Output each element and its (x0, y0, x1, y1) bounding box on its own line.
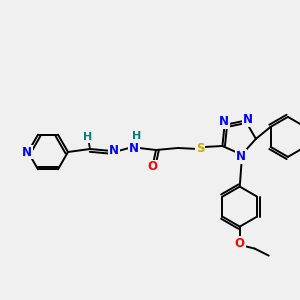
Text: S: S (196, 142, 204, 154)
Text: N: N (236, 150, 246, 163)
Text: H: H (83, 132, 93, 142)
Text: N: N (22, 146, 32, 158)
Text: O: O (235, 237, 245, 250)
Text: N: N (109, 145, 119, 158)
Text: N: N (243, 113, 253, 126)
Text: O: O (147, 160, 157, 173)
Text: N: N (129, 142, 139, 154)
Text: H: H (132, 131, 142, 141)
Text: N: N (219, 116, 229, 128)
